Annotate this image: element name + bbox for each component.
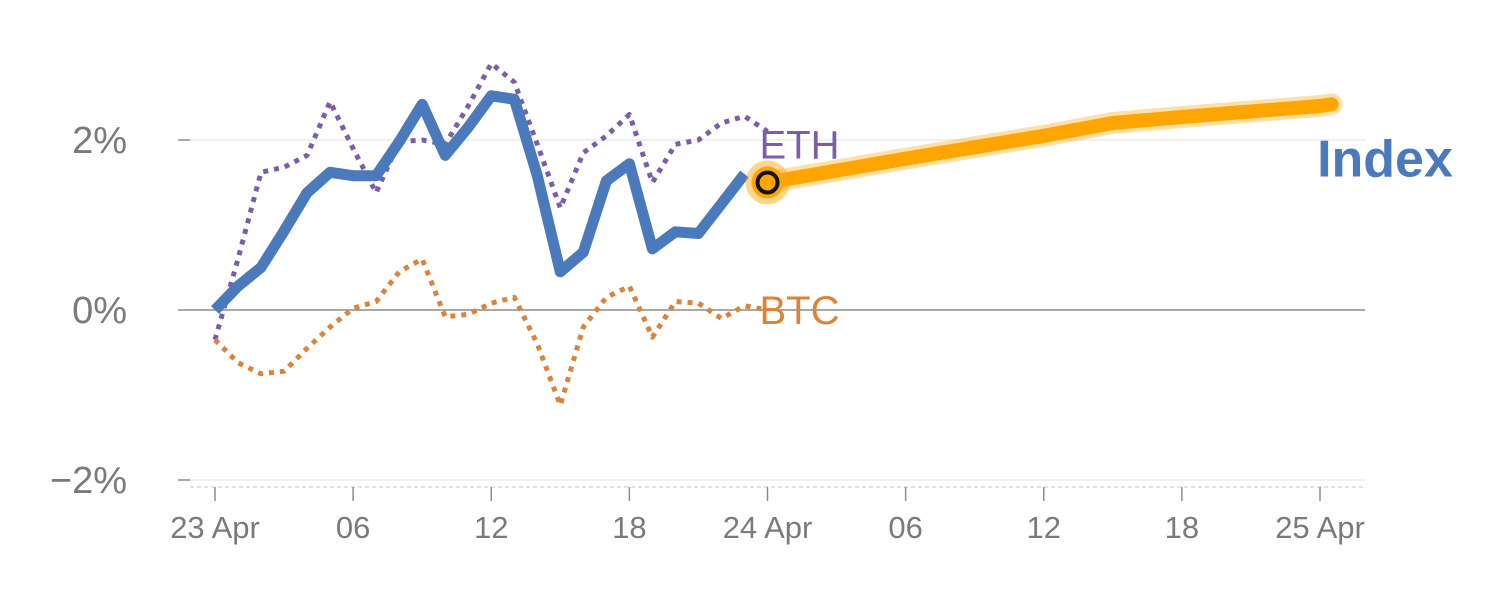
current-value-marker (745, 160, 790, 205)
x-tick-label: 25 Apr (1275, 510, 1365, 545)
x-tick-label: 12 (474, 510, 508, 545)
btc-line (213, 256, 768, 408)
marker-point (755, 170, 780, 195)
x-tick-label: 24 Apr (723, 510, 813, 545)
y-tick-label: 0% (72, 290, 127, 332)
x-axis: 23 Apr 06 12 18 24 Apr 06 12 18 25 Apr (170, 486, 1365, 545)
index-label: Index (1317, 131, 1453, 189)
x-tick-label: 12 (1027, 510, 1061, 545)
x-tick-label: 18 (612, 510, 646, 545)
series-lines (211, 61, 1343, 408)
x-tick-label: 06 (336, 510, 370, 545)
series-labels: ETH BTC Index (760, 123, 1453, 333)
x-tick-label: 23 Apr (170, 510, 260, 545)
x-tick-label: 18 (1165, 510, 1199, 545)
btc-label: BTC (760, 289, 840, 333)
x-tick-label: 06 (888, 510, 922, 545)
y-tick-label: −2% (50, 460, 127, 502)
y-tick-label: 2% (72, 120, 127, 162)
index-line (211, 90, 749, 314)
projection-line (760, 97, 1339, 190)
gridlines (178, 139, 1365, 481)
eth-line (212, 61, 769, 341)
y-axis-tick-labels: 2% 0% −2% (50, 120, 127, 502)
eth-label: ETH (760, 123, 840, 167)
